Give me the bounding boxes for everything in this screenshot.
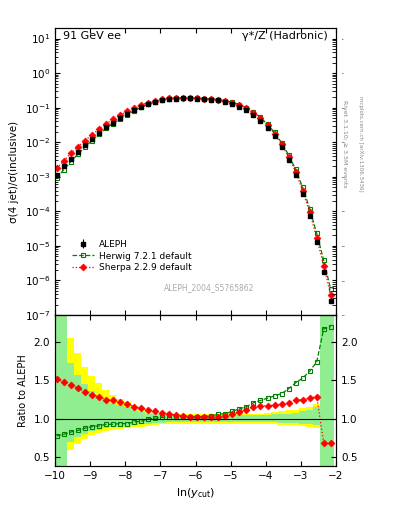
Y-axis label: Ratio to ALEPH: Ratio to ALEPH bbox=[18, 354, 28, 427]
Text: γ*/Z (Hadronic): γ*/Z (Hadronic) bbox=[242, 31, 328, 41]
Legend: ALEPH, Herwig 7.2.1 default, Sherpa 2.2.9 default: ALEPH, Herwig 7.2.1 default, Sherpa 2.2.… bbox=[68, 237, 195, 276]
X-axis label: ln($y_\mathrm{cut}$): ln($y_\mathrm{cut}$) bbox=[176, 486, 215, 500]
Y-axis label: σ(4 jet)/σ(inclusive): σ(4 jet)/σ(inclusive) bbox=[9, 120, 19, 223]
Text: ALEPH_2004_S5765862: ALEPH_2004_S5765862 bbox=[164, 283, 255, 292]
Text: 91 GeV ee: 91 GeV ee bbox=[63, 31, 121, 41]
Text: mcplots.cern.ch [arXiv:1306.3436]: mcplots.cern.ch [arXiv:1306.3436] bbox=[358, 96, 363, 191]
Text: Rivet 3.1.10; ≥ 3.5M events: Rivet 3.1.10; ≥ 3.5M events bbox=[343, 99, 348, 187]
